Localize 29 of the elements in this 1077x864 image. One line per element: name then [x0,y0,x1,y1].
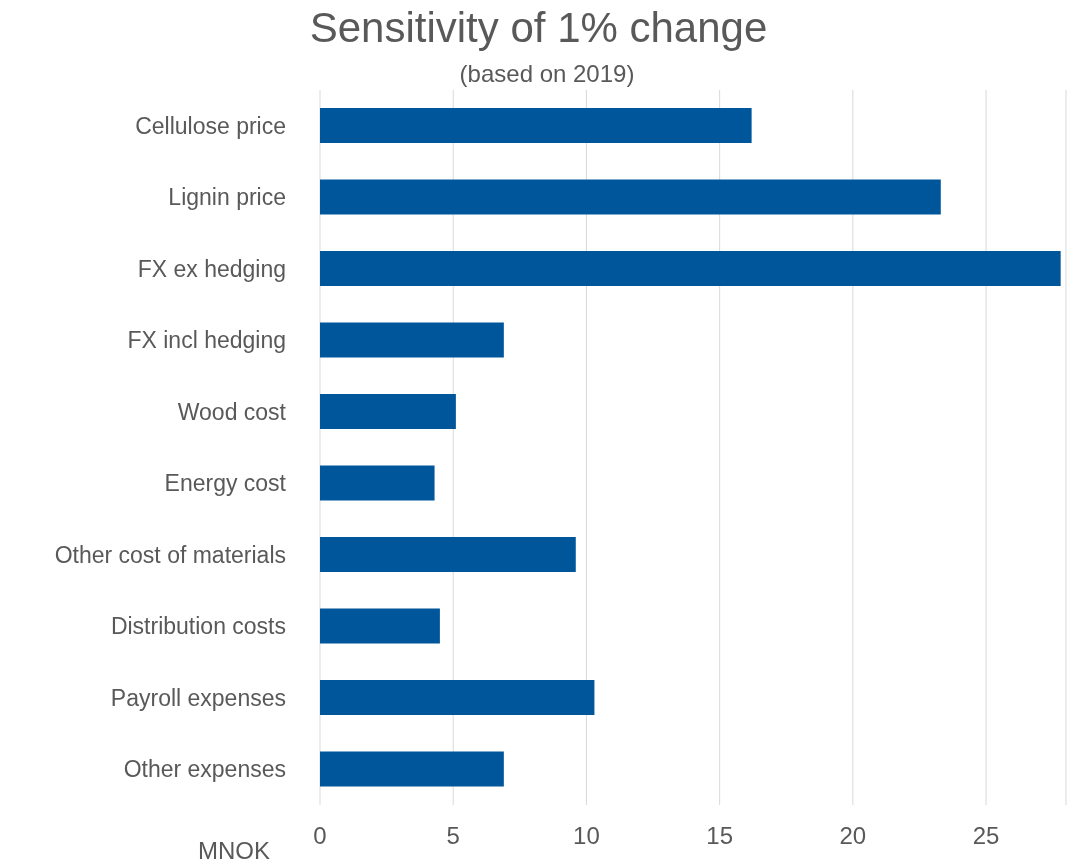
bar [320,465,435,501]
x-tick-label: 0 [313,822,327,850]
y-tick-label: FX ex hedging [137,255,286,282]
x-tick-label: 10 [573,822,600,850]
bar [320,751,504,787]
x-tick-label: 5 [446,822,460,850]
y-tick-label: Other cost of materials [54,541,286,568]
bar [320,251,1061,286]
bar [320,394,456,429]
y-tick-label: Payroll expenses [110,684,286,711]
bar [320,108,752,143]
chart-subtitle: (based on 2019) [458,60,636,88]
y-tick-label: FX incl hedging [127,327,286,354]
bar [320,680,595,715]
bar [320,179,941,215]
chart-title: Sensitivity of 1% change [308,4,769,52]
y-tick-label: Wood cost [177,398,287,425]
x-tick-label: 20 [839,822,867,850]
y-tick-label: Cellulose price [135,112,286,139]
y-tick-label: Energy cost [164,470,287,497]
y-tick-label: Lignin price [168,184,286,211]
bar [320,537,576,572]
x-axis-title: MNOK [198,837,270,864]
x-tick-label: 25 [972,822,1000,850]
y-tick-label: Other expenses [123,756,286,783]
bar [320,608,440,644]
bar [320,322,504,358]
x-tick-label: 15 [706,822,733,850]
y-tick-label: Distribution costs [110,613,286,640]
